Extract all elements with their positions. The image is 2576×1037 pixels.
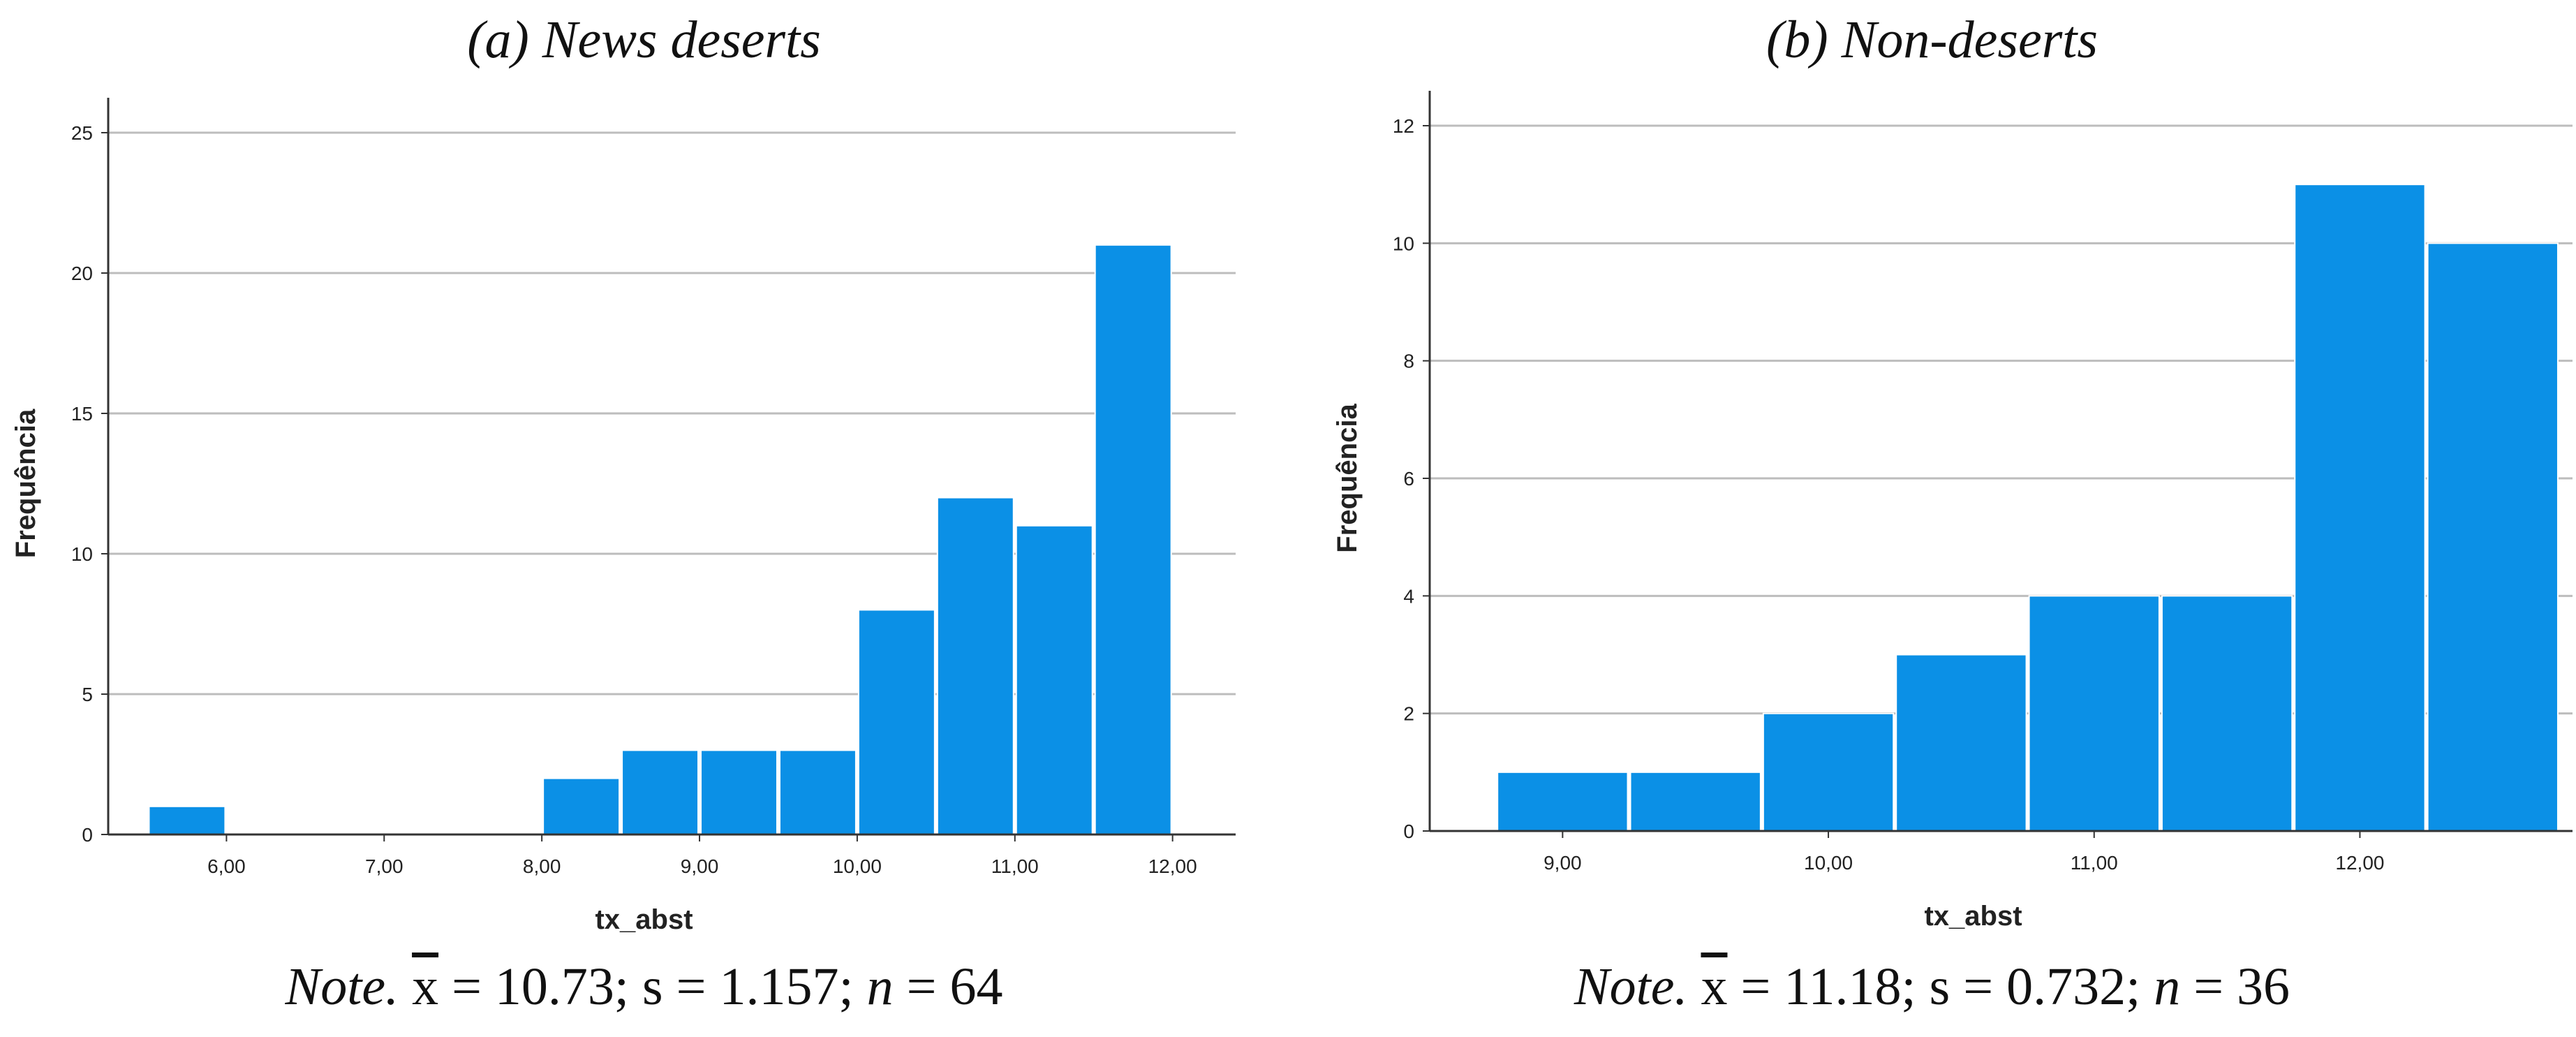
histogram-bar bbox=[148, 805, 226, 836]
histogram-bar bbox=[1015, 524, 1093, 835]
y-tick-label: 20 bbox=[71, 263, 93, 284]
y-tick-label: 12 bbox=[1393, 115, 1414, 137]
panel-news-deserts: (a) News deserts 0 5 10 15 20 25 6,00 7,00 8,00 9… bbox=[0, 10, 1288, 1017]
histogram-bar bbox=[778, 749, 857, 836]
histogram-bar bbox=[1629, 771, 1761, 832]
x-tick-label: 11,00 bbox=[2071, 852, 2118, 874]
x-tick-label: 6,00 bbox=[207, 855, 246, 877]
y-tick-label: 0 bbox=[1403, 821, 1414, 842]
histogram-bar bbox=[857, 609, 935, 836]
chart-title: (b) Non-deserts bbox=[1766, 10, 2098, 69]
note-prefix: Note. bbox=[1574, 957, 1688, 1016]
y-tick-label: 5 bbox=[82, 684, 93, 705]
histogram-bar bbox=[1497, 771, 1629, 832]
y-tick-label: 4 bbox=[1403, 585, 1414, 607]
histogram-news-deserts: 0 5 10 15 20 25 6,00 7,00 8,00 9,00 10,00 11,00 12,0… bbox=[10, 98, 1236, 935]
x-tick-label: 9,00 bbox=[1544, 852, 1582, 874]
histogram-bar bbox=[621, 749, 699, 836]
y-tick-label: 0 bbox=[82, 824, 93, 846]
y-tick-label: 10 bbox=[71, 543, 93, 565]
mean-symbol: x bbox=[1701, 957, 1728, 1016]
y-tick-label: 25 bbox=[71, 122, 93, 144]
note-stats: = 10.73; s = 1.157; bbox=[438, 957, 867, 1016]
n-value: = 36 bbox=[2180, 957, 2290, 1016]
x-tick-label: 11,00 bbox=[991, 855, 1039, 877]
histogram-bar bbox=[936, 497, 1014, 835]
n-label: n bbox=[866, 957, 894, 1016]
y-tick-label: 6 bbox=[1403, 468, 1414, 490]
histogram-bar bbox=[2161, 595, 2293, 832]
histogram-bar bbox=[700, 749, 778, 836]
histogram-bar bbox=[1094, 244, 1172, 835]
x-axis-label: tx_abst bbox=[595, 904, 693, 935]
panel-non-deserts: (b) Non-deserts 0 2 4 6 8 10 12 9,00 10,00 11,00 1… bbox=[1288, 0, 2576, 1037]
n-value: = 64 bbox=[893, 957, 1003, 1016]
note-stats: = 11.18; s = 0.732; bbox=[1727, 957, 2154, 1016]
histogram-non-deserts: 0 2 4 6 8 10 12 9,00 10,00 11,00 12,00 tx_abst Frequ… bbox=[1332, 91, 2573, 932]
x-tick-label: 10,00 bbox=[833, 855, 882, 877]
y-tick-label: 8 bbox=[1403, 351, 1414, 372]
x-axis-label: tx_abst bbox=[1924, 901, 2022, 932]
histogram-bar bbox=[1762, 712, 1895, 832]
histogram-bar bbox=[2427, 242, 2559, 832]
x-tick-label: 10,00 bbox=[1804, 852, 1853, 874]
y-axis-label: Frequência bbox=[10, 409, 41, 558]
x-tick-label: 9,00 bbox=[681, 855, 719, 877]
histogram-bar bbox=[2294, 184, 2426, 832]
y-tick-label: 15 bbox=[71, 403, 93, 425]
x-tick-label: 8,00 bbox=[523, 855, 561, 877]
mean-symbol: x bbox=[412, 957, 439, 1016]
chart-title: (a) News deserts bbox=[467, 10, 821, 69]
n-label: n bbox=[2154, 957, 2181, 1016]
x-tick-label: 12,00 bbox=[2335, 852, 2384, 874]
x-tick-label: 12,00 bbox=[1148, 855, 1197, 877]
histogram-bar bbox=[542, 777, 621, 835]
y-tick-label: 2 bbox=[1403, 703, 1414, 725]
stats-note: Note. x = 10.73; s = 1.157; n = 64 bbox=[0, 957, 1288, 1017]
x-tick-label: 7,00 bbox=[365, 855, 404, 877]
y-axis-label: Frequência bbox=[1332, 404, 1363, 553]
histogram-bar bbox=[2028, 595, 2160, 832]
y-tick-label: 10 bbox=[1393, 233, 1414, 254]
note-prefix: Note. bbox=[285, 957, 399, 1016]
stats-note: Note. x = 11.18; s = 0.732; n = 36 bbox=[1288, 957, 2576, 1017]
histogram-bar bbox=[1895, 654, 2027, 832]
